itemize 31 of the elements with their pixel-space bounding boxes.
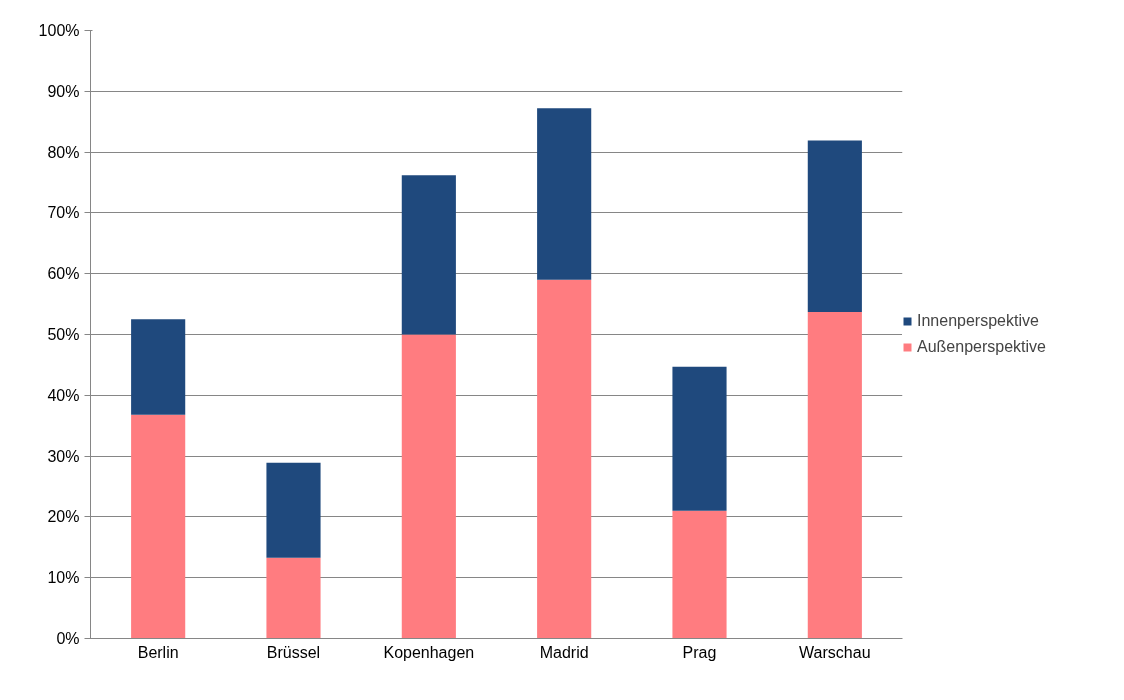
y-tick-label: 30%	[47, 447, 80, 465]
bar	[537, 108, 592, 280]
bar	[266, 557, 321, 639]
bar	[401, 334, 456, 639]
y-tick-label: 40%	[47, 386, 80, 404]
x-tick-label: Brüssel	[266, 643, 321, 661]
x-tick-label: Kopenhagen	[383, 643, 475, 661]
y-tick-label: 0%	[56, 630, 80, 647]
y-tick-label: 20%	[47, 508, 80, 526]
x-tick-label: Madrid	[539, 643, 589, 661]
bar	[131, 319, 186, 415]
y-tick-label: 50%	[47, 326, 80, 343]
x-tick-label: Berlin	[137, 643, 179, 661]
bar	[401, 175, 456, 335]
x-tick-label: Warschau	[799, 643, 871, 661]
y-tick-label: 70%	[47, 204, 80, 222]
y-tick-label: 100%	[38, 22, 80, 39]
bar	[131, 414, 186, 639]
y-tick-label: 10%	[47, 569, 80, 587]
y-tick-label: 80%	[47, 143, 80, 161]
bar	[672, 510, 727, 639]
y-tick-label: 90%	[47, 82, 80, 100]
bar	[537, 279, 592, 639]
y-tick-label: 60%	[47, 265, 80, 283]
bar	[266, 462, 321, 558]
bar	[807, 312, 862, 639]
legend-label: Außenperspektive	[917, 338, 1046, 356]
legend-label: Innenperspektive	[917, 312, 1039, 330]
x-tick-label: Prag	[682, 643, 717, 661]
bar	[672, 366, 727, 511]
bar	[807, 140, 862, 312]
